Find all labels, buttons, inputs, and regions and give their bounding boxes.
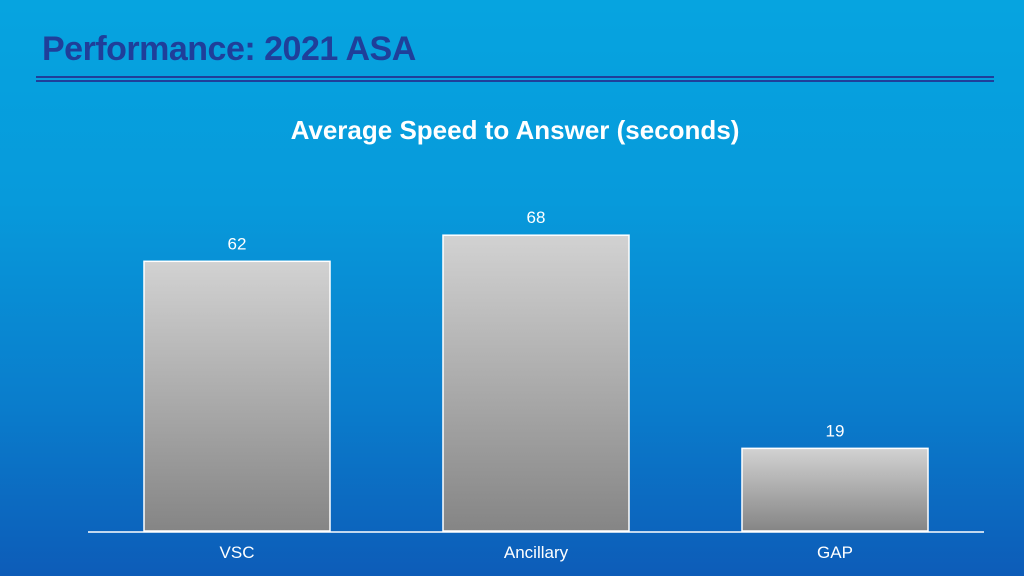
category-label-vsc: VSC xyxy=(220,543,255,562)
data-label-vsc: 62 xyxy=(228,234,247,253)
data-labels-group: 62 68 19 xyxy=(228,208,845,440)
bar-gap xyxy=(741,447,929,532)
category-label-gap: GAP xyxy=(817,543,853,562)
bars-group xyxy=(143,234,929,532)
category-label-ancillary: Ancillary xyxy=(504,543,569,562)
bar-ancillary xyxy=(442,234,630,532)
data-label-ancillary: 68 xyxy=(527,208,546,227)
title-divider xyxy=(36,76,994,82)
slide-title: Performance: 2021 ASA xyxy=(42,30,416,68)
category-labels-group: VSC Ancillary GAP xyxy=(220,543,853,562)
data-label-gap: 19 xyxy=(826,421,845,440)
chart-title: Average Speed to Answer (seconds) xyxy=(290,115,740,145)
bar-vsc xyxy=(143,260,331,532)
